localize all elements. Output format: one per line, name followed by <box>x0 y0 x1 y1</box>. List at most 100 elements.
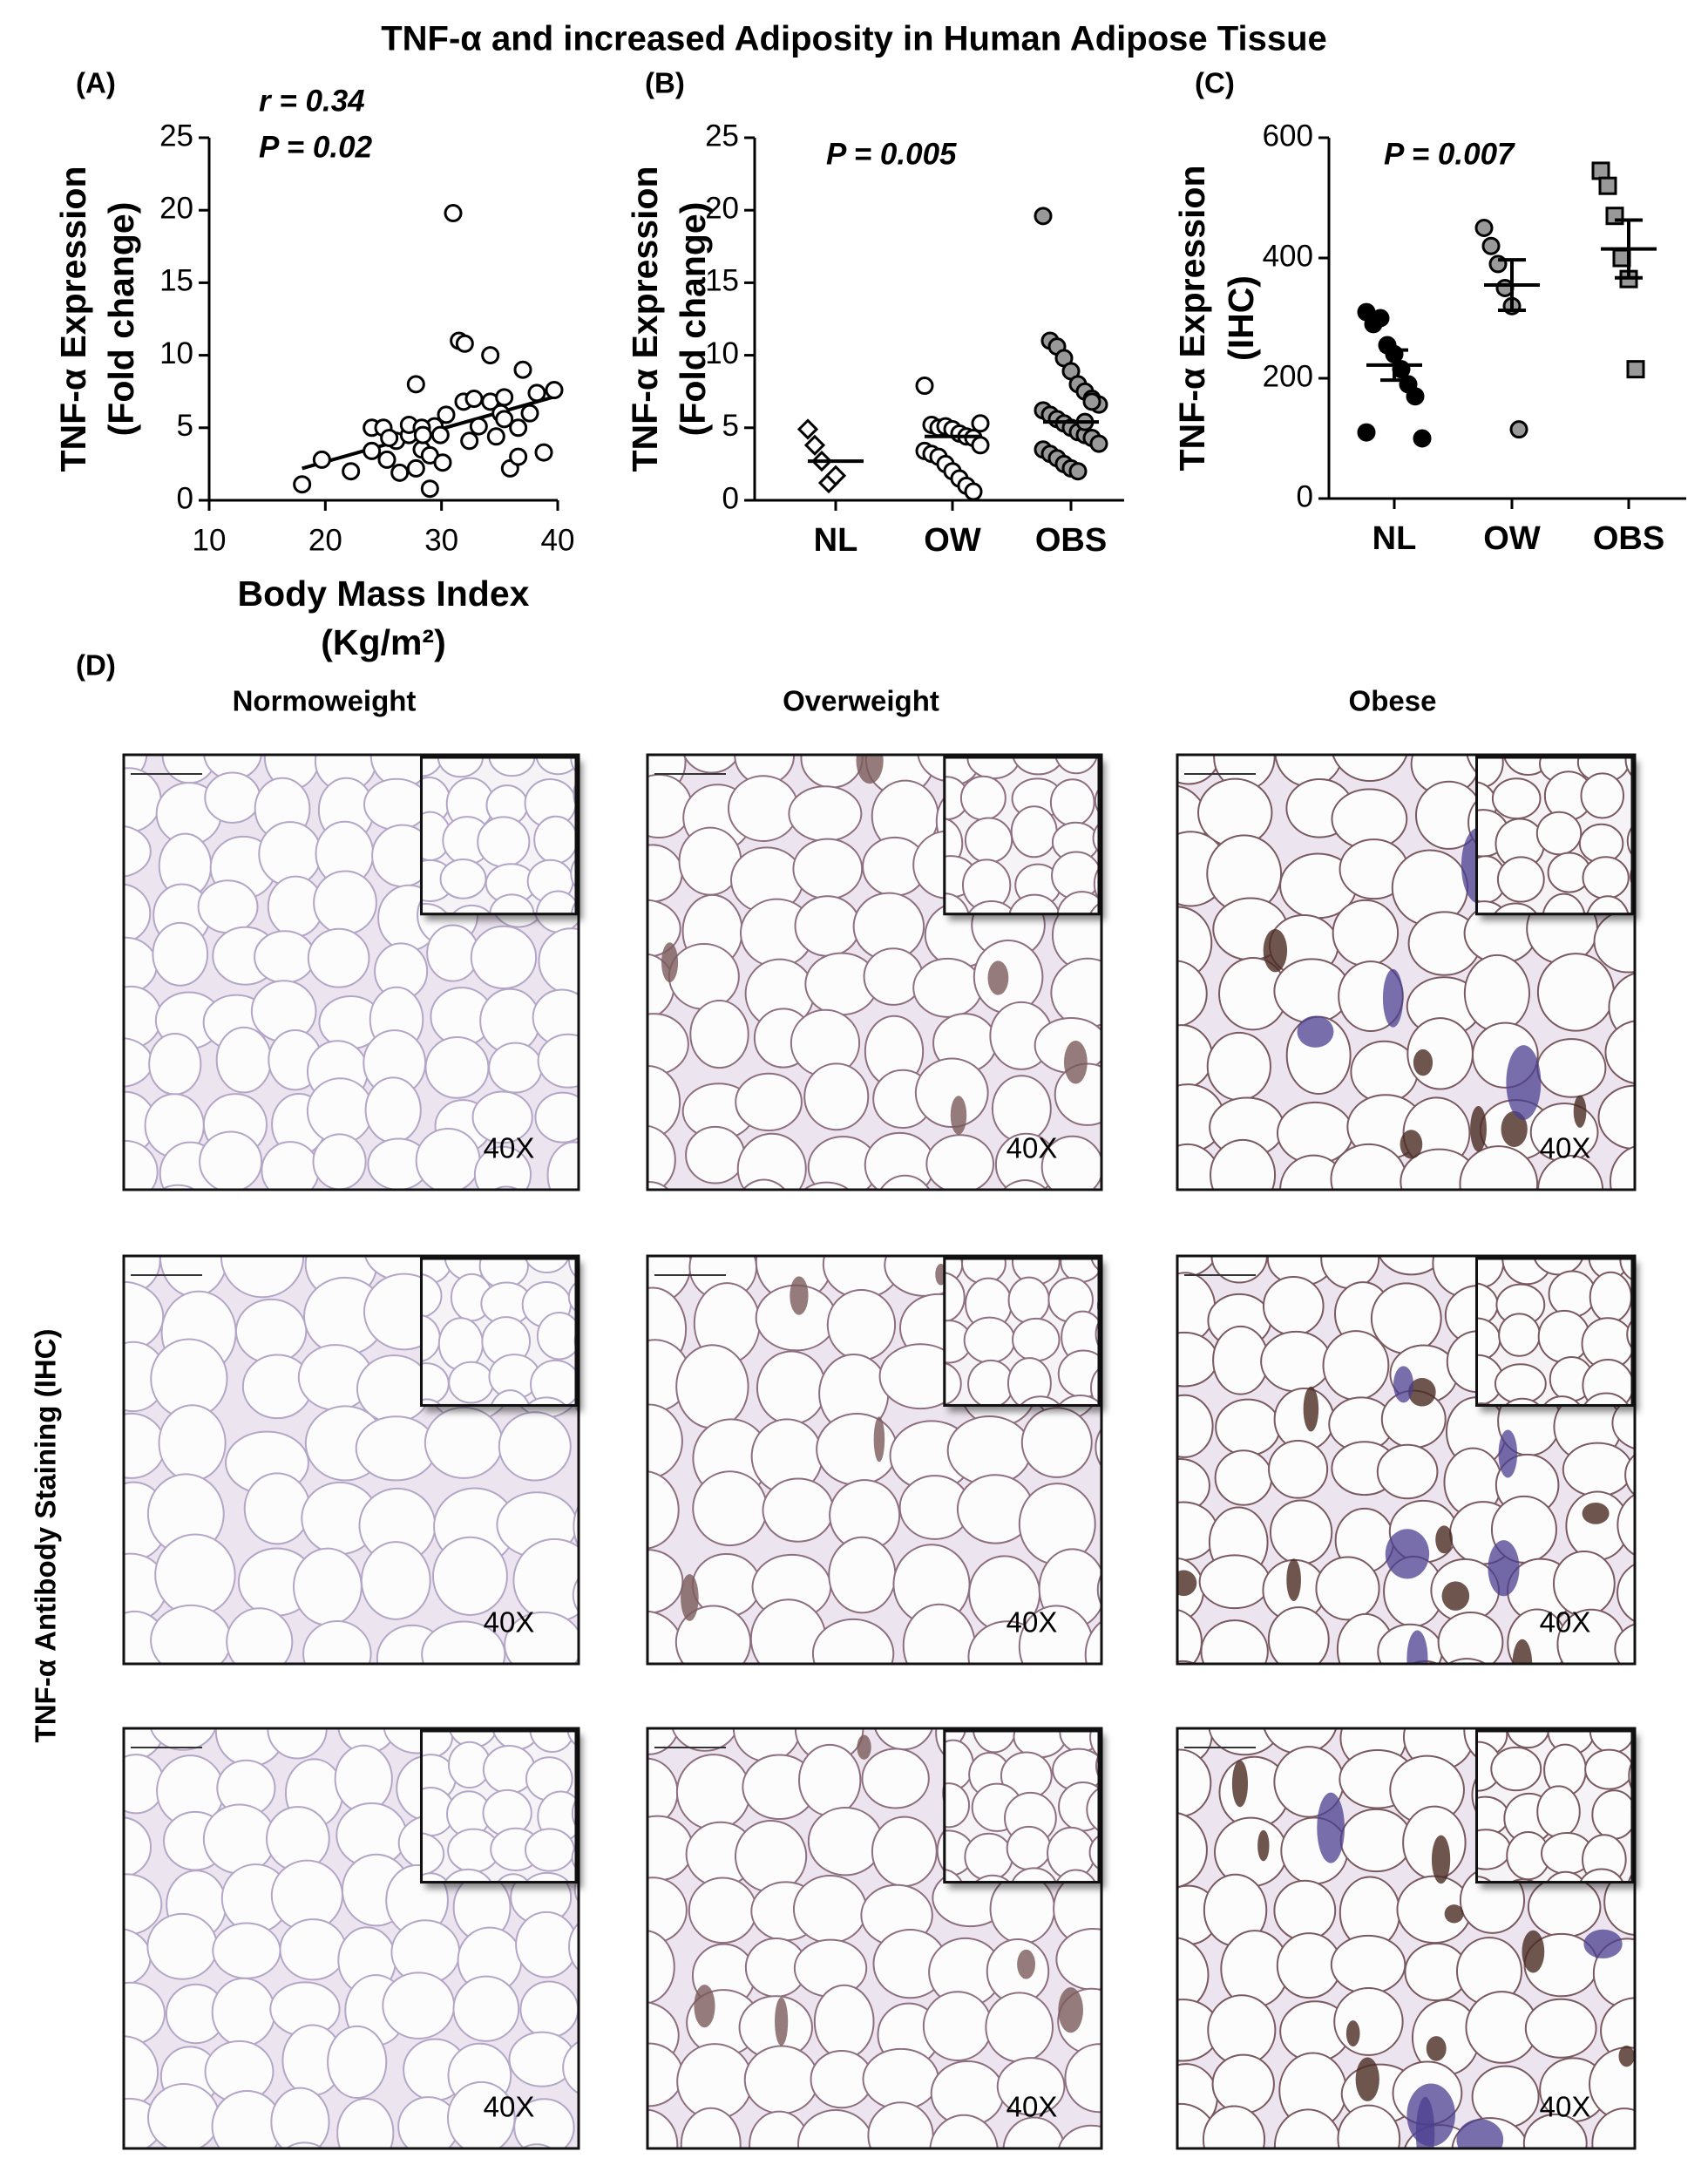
annotation: P = 0.007 <box>1384 137 1515 171</box>
cell <box>1685 1170 1708 1228</box>
stain <box>856 755 884 784</box>
cell <box>1542 892 1586 914</box>
cell <box>24 2036 93 2102</box>
point <box>545 381 564 400</box>
cell <box>1096 1572 1101 1607</box>
cell <box>1655 1812 1708 1877</box>
cell <box>1104 690 1145 734</box>
cell <box>1264 1673 1324 1726</box>
magnification: 40X <box>1540 2091 1591 2123</box>
cell <box>1533 1259 1583 1276</box>
cell <box>1631 798 1632 804</box>
cell <box>1490 1746 1542 1792</box>
cell <box>1614 1623 1635 1664</box>
cell <box>1322 1330 1390 1401</box>
cell <box>571 691 613 734</box>
cell <box>1177 1558 1205 1623</box>
y-axis-label: (Fold change) <box>101 202 141 437</box>
cell <box>1522 2113 1588 2148</box>
cell <box>1216 660 1278 736</box>
cell <box>444 1868 492 1883</box>
cell <box>13 1222 87 1286</box>
cell <box>1663 713 1708 776</box>
cell <box>578 1652 643 1708</box>
cell <box>490 1389 531 1406</box>
cell <box>389 2150 445 2165</box>
point <box>1371 309 1390 328</box>
cell <box>338 2155 402 2165</box>
cell <box>1660 1944 1708 2009</box>
cell <box>986 652 1052 722</box>
cell <box>921 1198 969 1246</box>
cell <box>537 1667 580 1706</box>
cell <box>1114 1136 1183 1192</box>
cell <box>573 1503 579 1549</box>
stain <box>1512 1639 1533 1664</box>
stain <box>1345 2020 1360 2047</box>
point <box>390 463 410 482</box>
inset-cells <box>1476 1731 1632 1883</box>
cell <box>647 1549 684 1614</box>
cell <box>582 1082 642 1138</box>
cell <box>568 1922 579 1972</box>
cell <box>1089 1731 1099 1758</box>
cell <box>1119 1647 1183 1704</box>
cell <box>1635 688 1680 736</box>
annotation: P = 0.005 <box>826 137 957 171</box>
cell <box>874 1728 933 1751</box>
point <box>464 390 484 409</box>
cell <box>647 773 693 839</box>
cell <box>1636 895 1679 945</box>
border <box>1176 1254 1637 1666</box>
cell <box>534 1091 579 1144</box>
cell <box>498 1411 572 1482</box>
cell <box>689 1000 749 1069</box>
point <box>915 377 934 396</box>
cell <box>1040 1135 1101 1190</box>
cell <box>816 1413 898 1486</box>
inset-border <box>1475 1729 1634 1884</box>
inset-cells <box>944 690 1145 914</box>
cell <box>967 1359 1014 1406</box>
cell <box>1112 1937 1178 2000</box>
cell <box>1593 909 1635 974</box>
cell <box>811 1618 895 1664</box>
cell <box>792 1875 868 1944</box>
border <box>122 753 580 1191</box>
point <box>433 453 452 472</box>
cell <box>1537 1309 1590 1364</box>
x-tick-label: NL <box>814 522 858 559</box>
cell <box>1090 1259 1099 1272</box>
cell <box>1463 954 1530 1033</box>
cell <box>573 1773 579 1805</box>
purple-patch <box>1393 1366 1414 1403</box>
cell <box>582 1615 650 1690</box>
cell <box>788 785 863 842</box>
cell <box>148 1033 202 1096</box>
point <box>495 410 514 429</box>
stain <box>1501 1110 1528 1148</box>
cell <box>647 1930 675 2005</box>
cell <box>647 1180 670 1190</box>
cell <box>525 1259 570 1274</box>
cell <box>586 1148 644 1198</box>
cell <box>1603 1868 1635 1936</box>
cell <box>647 1124 676 1190</box>
magnification: 40X <box>1540 1132 1591 1164</box>
cell <box>124 1754 166 1815</box>
cell <box>1279 1154 1348 1190</box>
cell <box>124 1412 166 1479</box>
y-tick-label: 0 <box>177 481 193 515</box>
cell <box>124 2035 159 2109</box>
cell <box>1330 1143 1407 1190</box>
cell <box>432 1536 508 1616</box>
cell <box>421 1398 442 1406</box>
point <box>420 479 439 499</box>
cell <box>492 1185 519 1190</box>
cell <box>593 716 645 782</box>
cell <box>586 1037 646 1100</box>
cell <box>1177 1609 1203 1664</box>
cell <box>1610 1145 1635 1190</box>
cell <box>1583 1392 1630 1406</box>
point <box>363 441 382 460</box>
